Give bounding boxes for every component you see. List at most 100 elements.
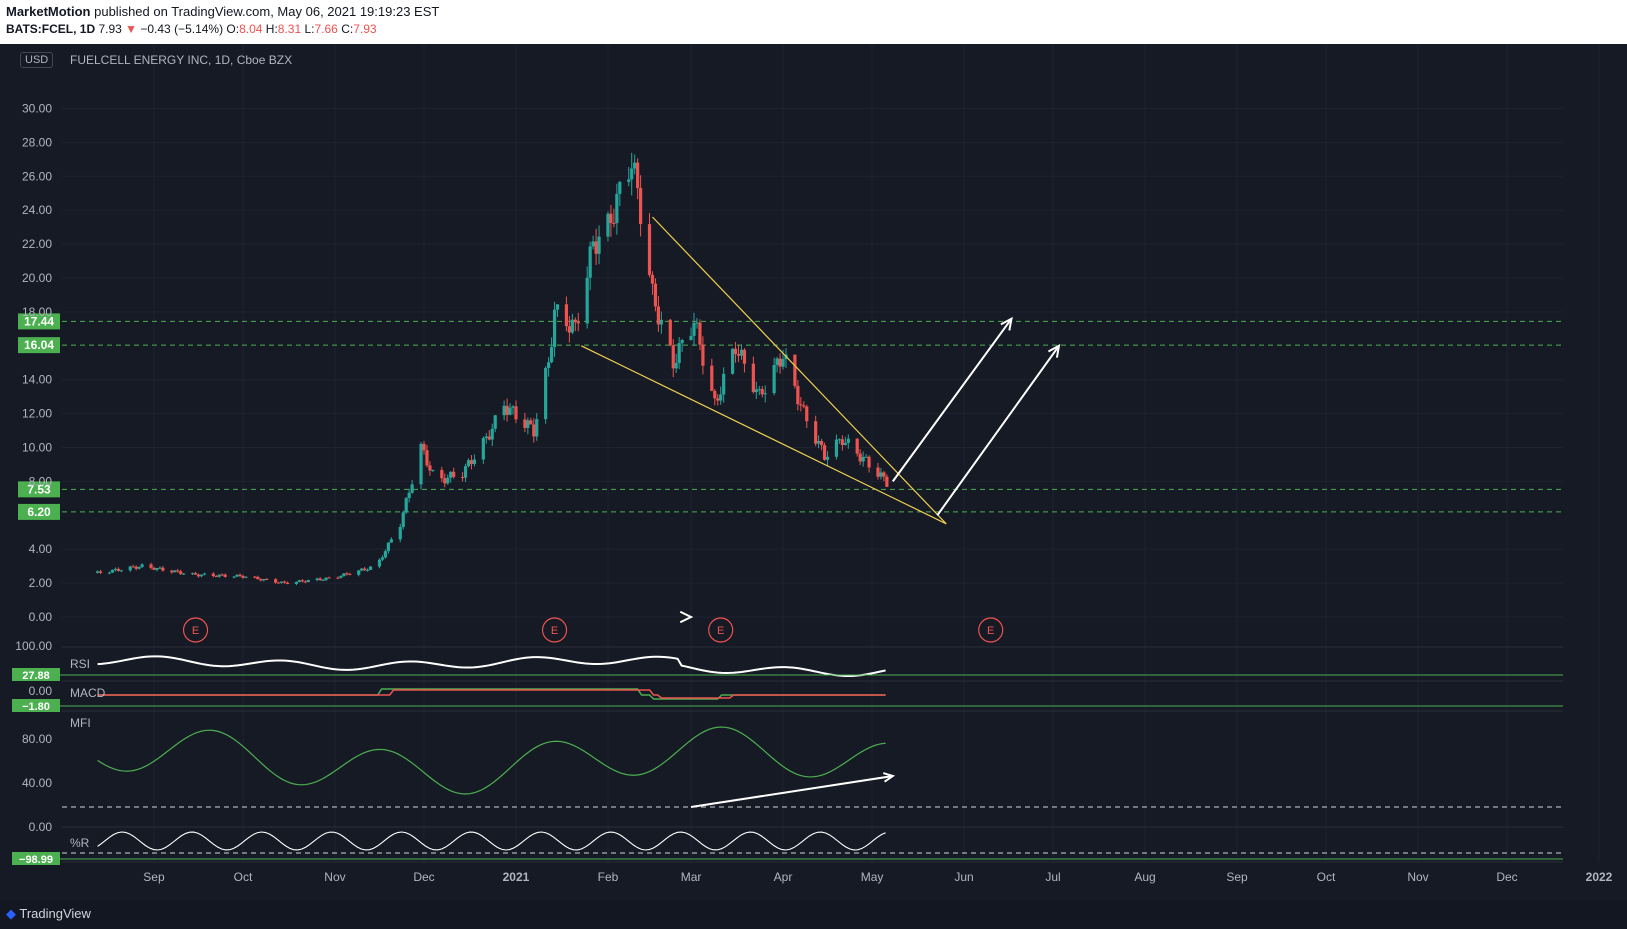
candle-body bbox=[817, 441, 821, 444]
candle-body bbox=[819, 441, 824, 446]
candle-body bbox=[484, 436, 488, 439]
footer-brand: TradingView bbox=[19, 906, 91, 921]
earnings-marker bbox=[182, 617, 209, 643]
candle-body bbox=[241, 575, 245, 578]
x-tick-label: Apr bbox=[774, 870, 793, 884]
candle-body bbox=[119, 570, 123, 572]
macd-label: MACD bbox=[70, 686, 106, 700]
candle-body bbox=[149, 564, 153, 568]
x-tick-label: Sep bbox=[1226, 870, 1248, 884]
y-tick-label: 0.00 bbox=[29, 610, 53, 624]
candle-body bbox=[282, 581, 287, 583]
candle-body bbox=[544, 368, 548, 420]
candle-body bbox=[107, 572, 112, 574]
candle-body bbox=[594, 241, 598, 254]
candle-body bbox=[279, 581, 284, 583]
williams-r-value-tag: −98.99 bbox=[19, 854, 53, 866]
candle-body bbox=[182, 573, 186, 575]
candle-body bbox=[306, 580, 310, 583]
x-tick-label: Oct bbox=[234, 870, 253, 884]
candle-body bbox=[653, 283, 658, 307]
candle-body bbox=[223, 574, 227, 577]
candle-body bbox=[244, 576, 248, 578]
candle-body bbox=[674, 362, 678, 369]
candle-body bbox=[98, 571, 103, 573]
candle-body bbox=[238, 574, 242, 576]
candle-body bbox=[360, 568, 364, 571]
currency-label[interactable]: USD bbox=[20, 52, 54, 68]
chart-frame[interactable] bbox=[0, 44, 1627, 900]
candle-body bbox=[609, 213, 613, 223]
candle-body bbox=[202, 573, 207, 575]
candle-body bbox=[846, 438, 850, 443]
candle-body bbox=[152, 567, 156, 570]
earnings-label: E bbox=[192, 625, 199, 637]
candle-body bbox=[618, 181, 622, 194]
candle-body bbox=[523, 419, 527, 428]
projection-arrow-head bbox=[1047, 343, 1061, 358]
candle-body bbox=[591, 241, 595, 247]
candle-body bbox=[348, 574, 352, 576]
high-label: H: bbox=[262, 22, 278, 36]
candle-body bbox=[253, 576, 257, 578]
candle-body bbox=[113, 568, 118, 570]
candle-body bbox=[526, 420, 530, 428]
candle-body bbox=[822, 445, 827, 460]
author-name[interactable]: MarketMotion bbox=[6, 4, 91, 19]
candle-body bbox=[214, 575, 218, 577]
candle-body bbox=[710, 365, 714, 391]
candle-body bbox=[161, 567, 165, 571]
candle-body bbox=[757, 389, 761, 391]
rsi-value-tag-bg bbox=[12, 668, 60, 681]
candle-body bbox=[140, 564, 144, 567]
candle-body bbox=[481, 438, 485, 460]
candle-body bbox=[879, 472, 883, 477]
candle-body bbox=[339, 575, 343, 578]
candle-body bbox=[668, 319, 672, 346]
tradingview-logo[interactable]: ◆ TradingView bbox=[6, 906, 91, 922]
dummy-head bbox=[679, 610, 694, 624]
candle-body bbox=[733, 348, 738, 355]
candle-body bbox=[760, 389, 764, 395]
candle-body bbox=[158, 567, 162, 569]
candle-body bbox=[716, 398, 720, 401]
candle-body bbox=[825, 456, 830, 460]
candle-body bbox=[671, 345, 675, 369]
candle-body bbox=[425, 450, 429, 466]
candle-body bbox=[843, 442, 847, 445]
time-axis: Sep Oct Nov Dec 2021 Feb Mar Apr May Jun Jul Aug Sep… bbox=[62, 861, 1613, 884]
candle-body bbox=[876, 467, 880, 477]
candle-body bbox=[110, 569, 115, 573]
x-tick-label: Dec bbox=[1496, 870, 1517, 884]
macd-signal-line bbox=[97, 689, 886, 699]
last-price: 7.93 bbox=[95, 22, 126, 36]
candle-body bbox=[772, 365, 776, 394]
x-tick-label: Dec bbox=[413, 870, 434, 884]
grid-lines bbox=[62, 44, 1600, 862]
candle-body bbox=[754, 389, 758, 393]
candle-body bbox=[612, 222, 616, 224]
candle-body bbox=[407, 492, 411, 499]
candle-body bbox=[469, 460, 474, 465]
candle-body bbox=[466, 460, 471, 467]
earnings-marker bbox=[541, 617, 568, 643]
candle-body bbox=[692, 322, 696, 336]
candle-body bbox=[285, 582, 290, 584]
rsi-label: RSI bbox=[70, 657, 90, 671]
candle-body bbox=[345, 573, 349, 575]
x-tick-label: Nov bbox=[324, 870, 345, 884]
candle-body bbox=[799, 404, 803, 406]
y-tick-label: 8.00 bbox=[29, 474, 53, 488]
candle-body bbox=[235, 574, 239, 577]
williams-r-value-tag-bg bbox=[12, 852, 60, 865]
publish-line: MarketMotion published on TradingView.co… bbox=[6, 4, 439, 19]
indicator-panes: RSI MACD MFI %R 100.00 0.00 80.00 40.00 0.00 27.8… bbox=[12, 639, 1563, 866]
candle-body bbox=[410, 484, 414, 493]
candle-body bbox=[564, 304, 569, 327]
candle-body bbox=[446, 477, 450, 484]
candle-body bbox=[377, 559, 382, 567]
candle-body bbox=[695, 322, 699, 324]
candle-body bbox=[315, 578, 319, 581]
candle-body bbox=[639, 188, 643, 225]
